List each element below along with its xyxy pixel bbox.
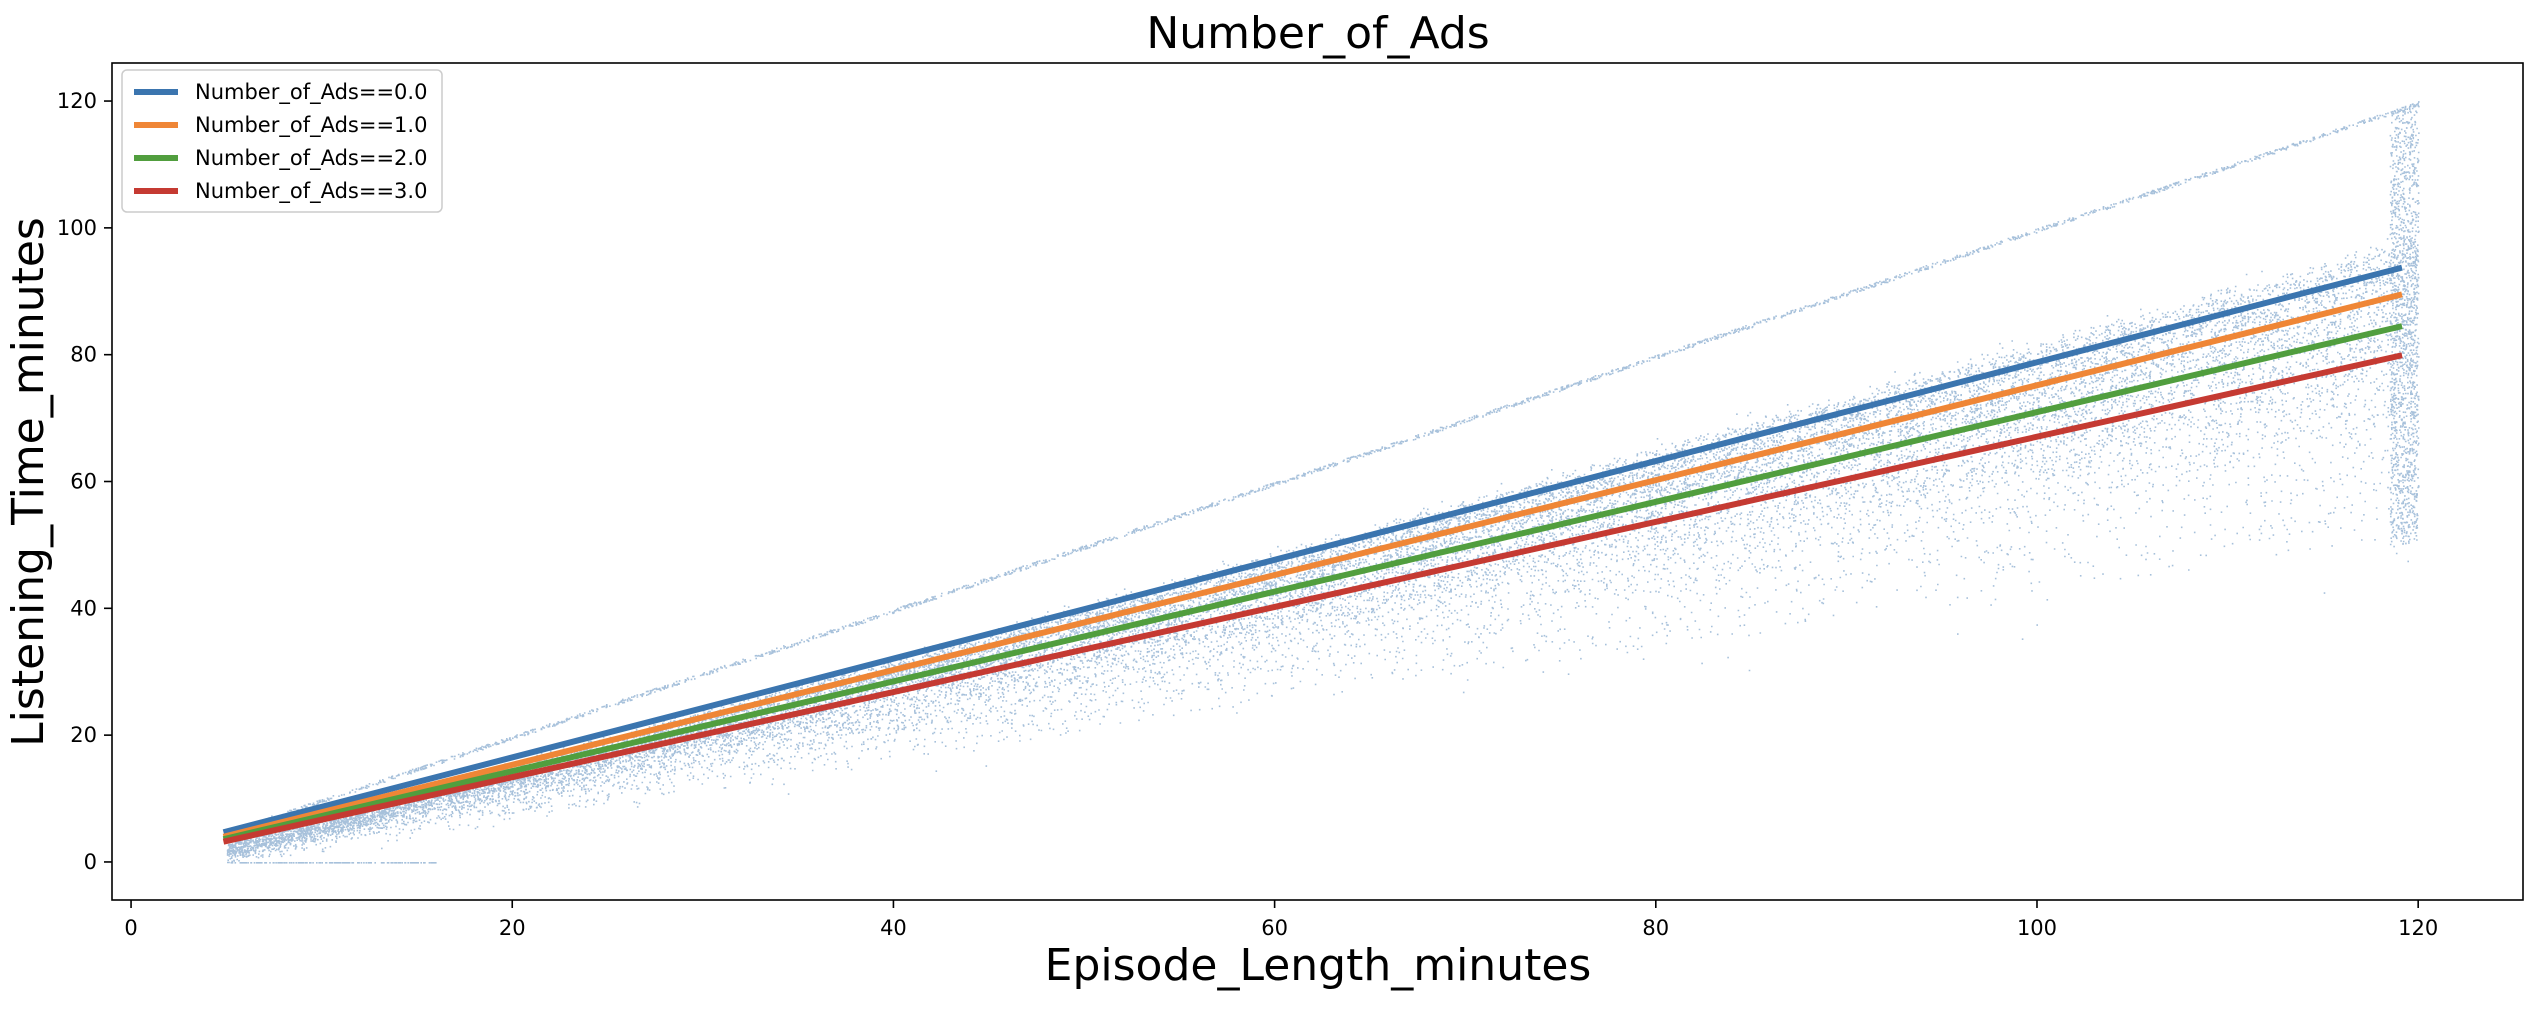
x-axis-label: Episode_Length_minutes (1045, 940, 1592, 991)
plot-area (112, 63, 2523, 900)
y-tick-label: 60 (70, 470, 97, 494)
x-tick-label: 40 (880, 916, 907, 940)
series-line-1 (222, 291, 2403, 840)
legend-label-2: Number_of_Ads==2.0 (195, 146, 427, 171)
x-axis-ticks: 0 20 40 60 80 100 120 (124, 900, 2438, 940)
legend-label-0: Number_of_Ads==0.0 (195, 80, 427, 105)
x-tick-label: 100 (2017, 916, 2057, 940)
series-line-3 (222, 352, 2403, 845)
legend-label-1: Number_of_Ads==1.0 (195, 113, 427, 138)
series-line-2 (222, 323, 2403, 843)
fit-lines (222, 264, 2403, 845)
y-tick-label: 40 (70, 596, 97, 620)
y-axis-label: Listening_Time_minutes (3, 217, 54, 747)
y-tick-label: 120 (57, 89, 97, 113)
series-line-0 (222, 264, 2403, 836)
x-tick-label: 60 (1261, 916, 1288, 940)
chart-title: Number_of_Ads (1146, 8, 1489, 59)
legend-label-3: Number_of_Ads==3.0 (195, 179, 427, 204)
y-tick-label: 0 (84, 850, 97, 874)
y-axis-ticks: 0 20 40 60 80 100 120 (57, 89, 112, 874)
x-tick-label: 0 (124, 916, 137, 940)
legend: Number_of_Ads==0.0 Number_of_Ads==1.0 Numb… (121, 69, 443, 213)
y-tick-label: 20 (70, 723, 97, 747)
legend-frame (121, 69, 443, 213)
y-tick-label: 100 (57, 216, 97, 240)
y-tick-label: 80 (70, 343, 97, 367)
x-tick-label: 20 (499, 916, 526, 940)
x-tick-label: 120 (2398, 916, 2438, 940)
x-tick-label: 80 (1642, 916, 1669, 940)
